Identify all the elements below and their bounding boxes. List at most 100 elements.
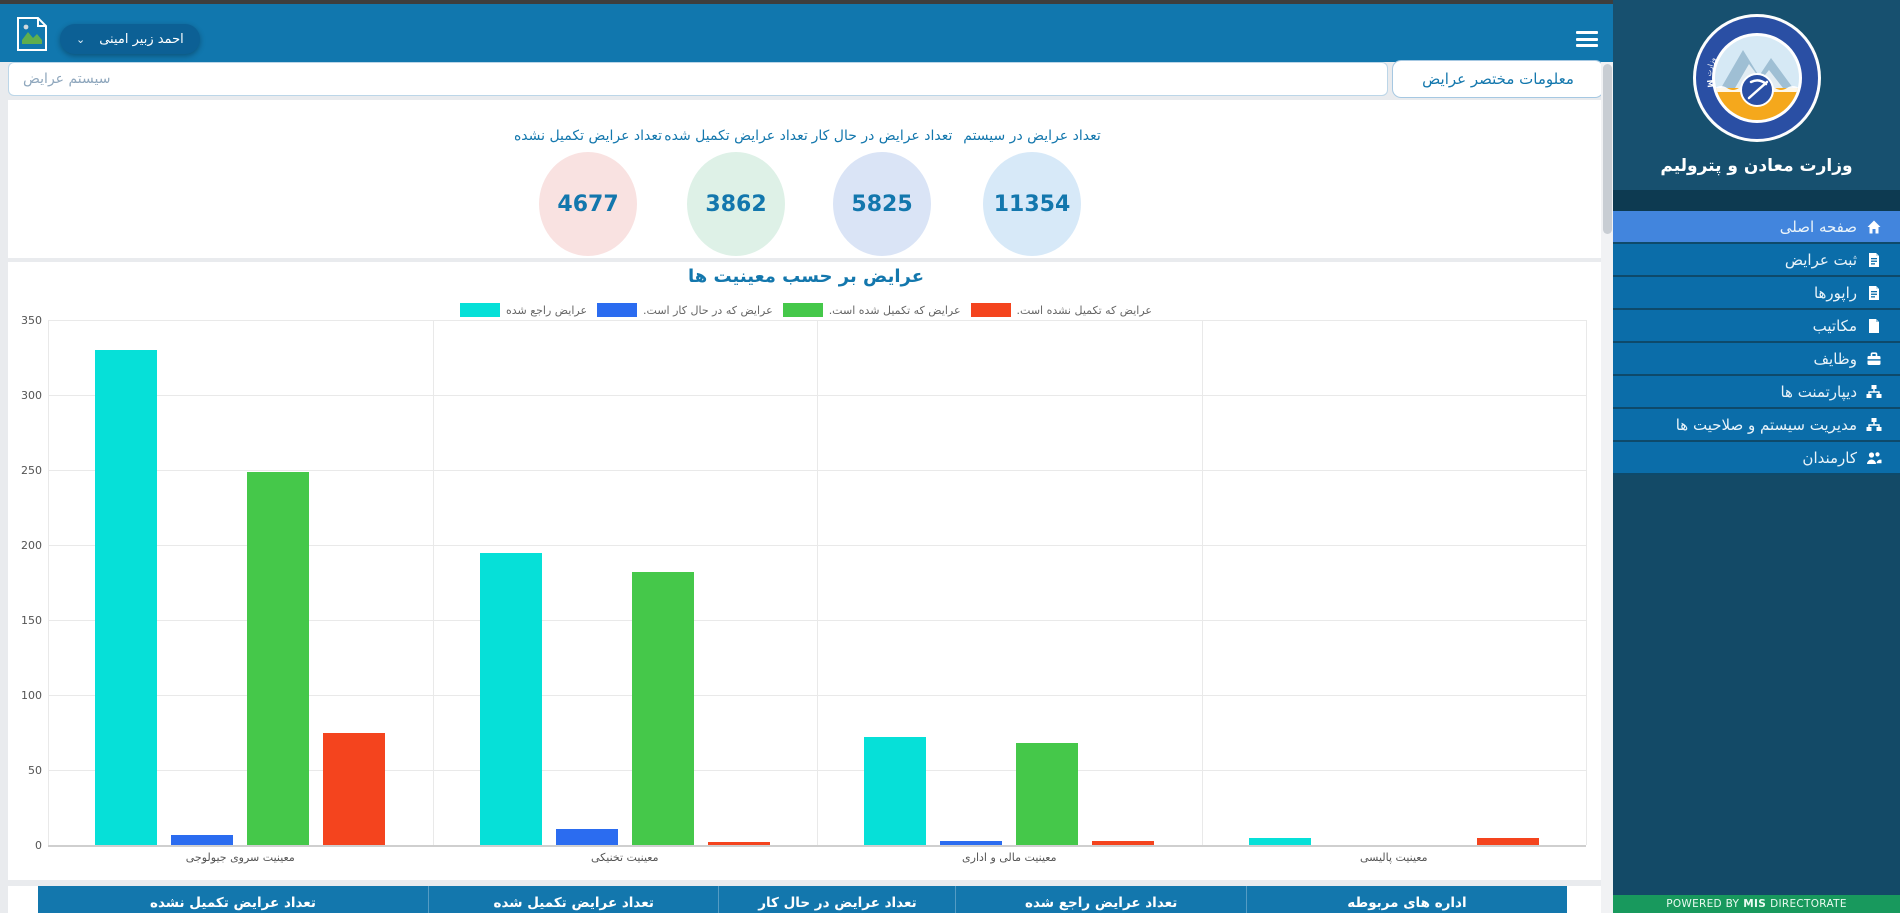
legend-swatch xyxy=(970,303,1011,317)
bar-3-cat-0[interactable] xyxy=(323,732,386,845)
users-icon xyxy=(1866,450,1882,466)
x-axis-label: معینیت پالیسی xyxy=(1359,851,1428,864)
table-header-4: تعداد عرایض تکمیل نشده xyxy=(150,895,316,911)
sidebar-divider xyxy=(1613,190,1900,211)
chevron-down-icon: ⌄ xyxy=(76,32,86,46)
page-title: معلومات مختصر عرایض xyxy=(1392,60,1604,98)
legend-swatch xyxy=(782,303,823,317)
legend-label: عرایض که در حال کار است. xyxy=(643,303,773,317)
stat-label: تعداد عرایض تکمیل شده xyxy=(664,128,808,144)
file-icon xyxy=(1866,318,1882,334)
y-axis-tick: 350 xyxy=(21,314,42,327)
stat-value: 5825 xyxy=(851,191,913,217)
legend-swatch xyxy=(597,303,638,317)
y-axis-tick: 300 xyxy=(21,389,42,402)
legend-item[interactable]: عرایض که تکمیل شده است. xyxy=(782,303,961,317)
x-axis-label: معینیت سروی جیولوجی xyxy=(185,851,295,864)
stat-circle: 11354 xyxy=(983,152,1081,256)
stat-circle: 5825 xyxy=(833,152,931,256)
legend-label: عرایض که تکمیل نشده است. xyxy=(1016,303,1152,317)
applications-chart-card: عرایض بر حسب معینیت ها عرایض که تکمیل نش… xyxy=(8,262,1604,880)
search-input[interactable] xyxy=(8,62,1388,96)
window-top-strip xyxy=(0,0,1900,4)
legend-label: عرایض راجع شده xyxy=(506,303,588,317)
file-text-icon xyxy=(1866,285,1882,301)
y-axis-tick: 200 xyxy=(21,539,42,552)
sidebar-item-label: ثبت عرایض xyxy=(1784,250,1857,269)
bar-1-cat-1[interactable] xyxy=(555,828,618,845)
stat-circle-1: تعداد عرایض در حال کار 5825 xyxy=(782,100,982,256)
ministry-name: وزارت معادن و پترولیم xyxy=(1660,156,1853,176)
sidebar-item-2[interactable]: راپورها xyxy=(1613,277,1900,310)
sidebar-item-6[interactable]: مدیریت سیستم و صلاحیت ها xyxy=(1613,409,1900,442)
sidebar-item-5[interactable]: دیپارتمنت ها xyxy=(1613,376,1900,409)
bar-2-cat-2[interactable] xyxy=(1016,743,1079,845)
sidebar-item-0[interactable]: صفحه اصلی xyxy=(1613,211,1900,244)
sitemap-icon xyxy=(1866,417,1882,433)
sidebar-brand-area: وزارت معادن و پترولیم افغانستان MINISTRY… xyxy=(1613,0,1900,190)
bar-0-cat-3[interactable] xyxy=(1248,837,1311,845)
stat-circle: 4677 xyxy=(539,152,637,256)
home-icon xyxy=(1866,219,1882,235)
table-header-row: اداره های مربوطه تعداد عرایض راجع شده تعدا… xyxy=(38,886,1567,913)
sidebar-item-label: دیپارتمنت ها xyxy=(1780,382,1857,401)
bar-2-cat-0[interactable] xyxy=(247,471,310,845)
sidebar-item-7[interactable]: کارمندان xyxy=(1613,442,1900,475)
stat-circle-0: تعداد عرایض در سیستم 11354 xyxy=(932,100,1132,256)
y-axis-tick: 250 xyxy=(21,464,42,477)
bar-0-cat-0[interactable] xyxy=(95,350,158,845)
stat-label: تعداد عرایض در حال کار xyxy=(811,128,953,144)
departments-table-card: اداره های مربوطه تعداد عرایض راجع شده تعدا… xyxy=(8,886,1604,913)
y-axis-tick: 50 xyxy=(28,764,42,777)
sidebar-nav: صفحه اصلی ثبت عرایض راپورها مکاتیب وظایف دیپا… xyxy=(1613,211,1900,475)
sidebar-item-label: راپورها xyxy=(1813,283,1857,302)
legend-label: عرایض که تکمیل شده است. xyxy=(828,303,961,317)
bar-3-cat-2[interactable] xyxy=(1092,840,1155,845)
bar-1-cat-0[interactable] xyxy=(171,834,234,845)
bar-3-cat-3[interactable] xyxy=(1476,837,1539,845)
x-axis-label: معینیت تخنیکی xyxy=(591,851,659,864)
vertical-scrollbar[interactable] xyxy=(1601,62,1613,913)
sidebar-item-label: مدیریت سیستم و صلاحیت ها xyxy=(1675,415,1857,434)
sidebar-item-3[interactable]: مکاتیب xyxy=(1613,310,1900,343)
x-axis-label: معینیت مالی و اداری xyxy=(962,851,1057,864)
stat-label: تعداد عرایض تکمیل نشده xyxy=(513,128,663,144)
legend-item[interactable]: عرایض که در حال کار است. xyxy=(597,303,773,317)
bar-0-cat-1[interactable] xyxy=(479,552,542,845)
scrollbar-thumb[interactable] xyxy=(1602,64,1612,234)
stats-summary-card: تعداد عرایض در سیستم 11354 تعداد عرایض در … xyxy=(8,100,1604,258)
stat-circle-2: تعداد عرایض تکمیل شده 3862 xyxy=(636,100,836,256)
broken-image-icon xyxy=(12,14,52,54)
stat-circle-3: تعداد عرایض تکمیل نشده 4677 xyxy=(488,100,688,256)
table-header-1: تعداد عرایض راجع شده xyxy=(955,886,1246,913)
y-axis-tick: 0 xyxy=(35,839,42,852)
legend-item[interactable]: عرایض که تکمیل نشده است. xyxy=(970,303,1152,317)
stat-value: 4677 xyxy=(557,191,619,217)
sidebar-footer: POWERED BY MIS DIRECTORATE xyxy=(1613,895,1900,913)
briefcase-icon xyxy=(1866,351,1882,367)
sidebar: وزارت معادن و پترولیم افغانستان MINISTRY… xyxy=(1613,0,1900,913)
stat-value: 11354 xyxy=(993,191,1071,217)
bar-0-cat-2[interactable] xyxy=(864,737,927,845)
chart-legend: عرایض که تکمیل نشده است. عرایض که تکمیل ش… xyxy=(8,302,1604,318)
table-header-0: اداره های مربوطه xyxy=(1245,886,1567,913)
stat-circle: 3862 xyxy=(687,152,785,256)
table-header-2: تعداد عرایض در حال کار xyxy=(718,886,955,913)
legend-item[interactable]: عرایض راجع شده xyxy=(460,303,587,317)
topbar: ⌄ احمد زبیر امینی xyxy=(0,4,1613,62)
sidebar-item-label: وظایف xyxy=(1813,349,1857,368)
bar-3-cat-1[interactable] xyxy=(707,842,770,845)
user-menu-button[interactable]: ⌄ احمد زبیر امینی xyxy=(60,24,200,54)
y-axis-tick: 100 xyxy=(21,689,42,702)
hamburger-menu-icon[interactable] xyxy=(1576,31,1598,47)
sidebar-item-4[interactable]: وظایف xyxy=(1613,343,1900,376)
user-name: احمد زبیر امینی xyxy=(99,31,184,47)
sidebar-item-1[interactable]: ثبت عرایض xyxy=(1613,244,1900,277)
file-text-icon xyxy=(1866,252,1882,268)
ministry-logo: وزارت معادن و پترولیم افغانستان MINISTRY… xyxy=(1686,5,1821,142)
sidebar-item-label: کارمندان xyxy=(1802,448,1857,467)
bar-1-cat-2[interactable] xyxy=(940,840,1003,845)
bar-2-cat-1[interactable] xyxy=(631,572,694,845)
sidebar-item-label: صفحه اصلی xyxy=(1779,217,1857,236)
stat-value: 3862 xyxy=(705,191,767,217)
